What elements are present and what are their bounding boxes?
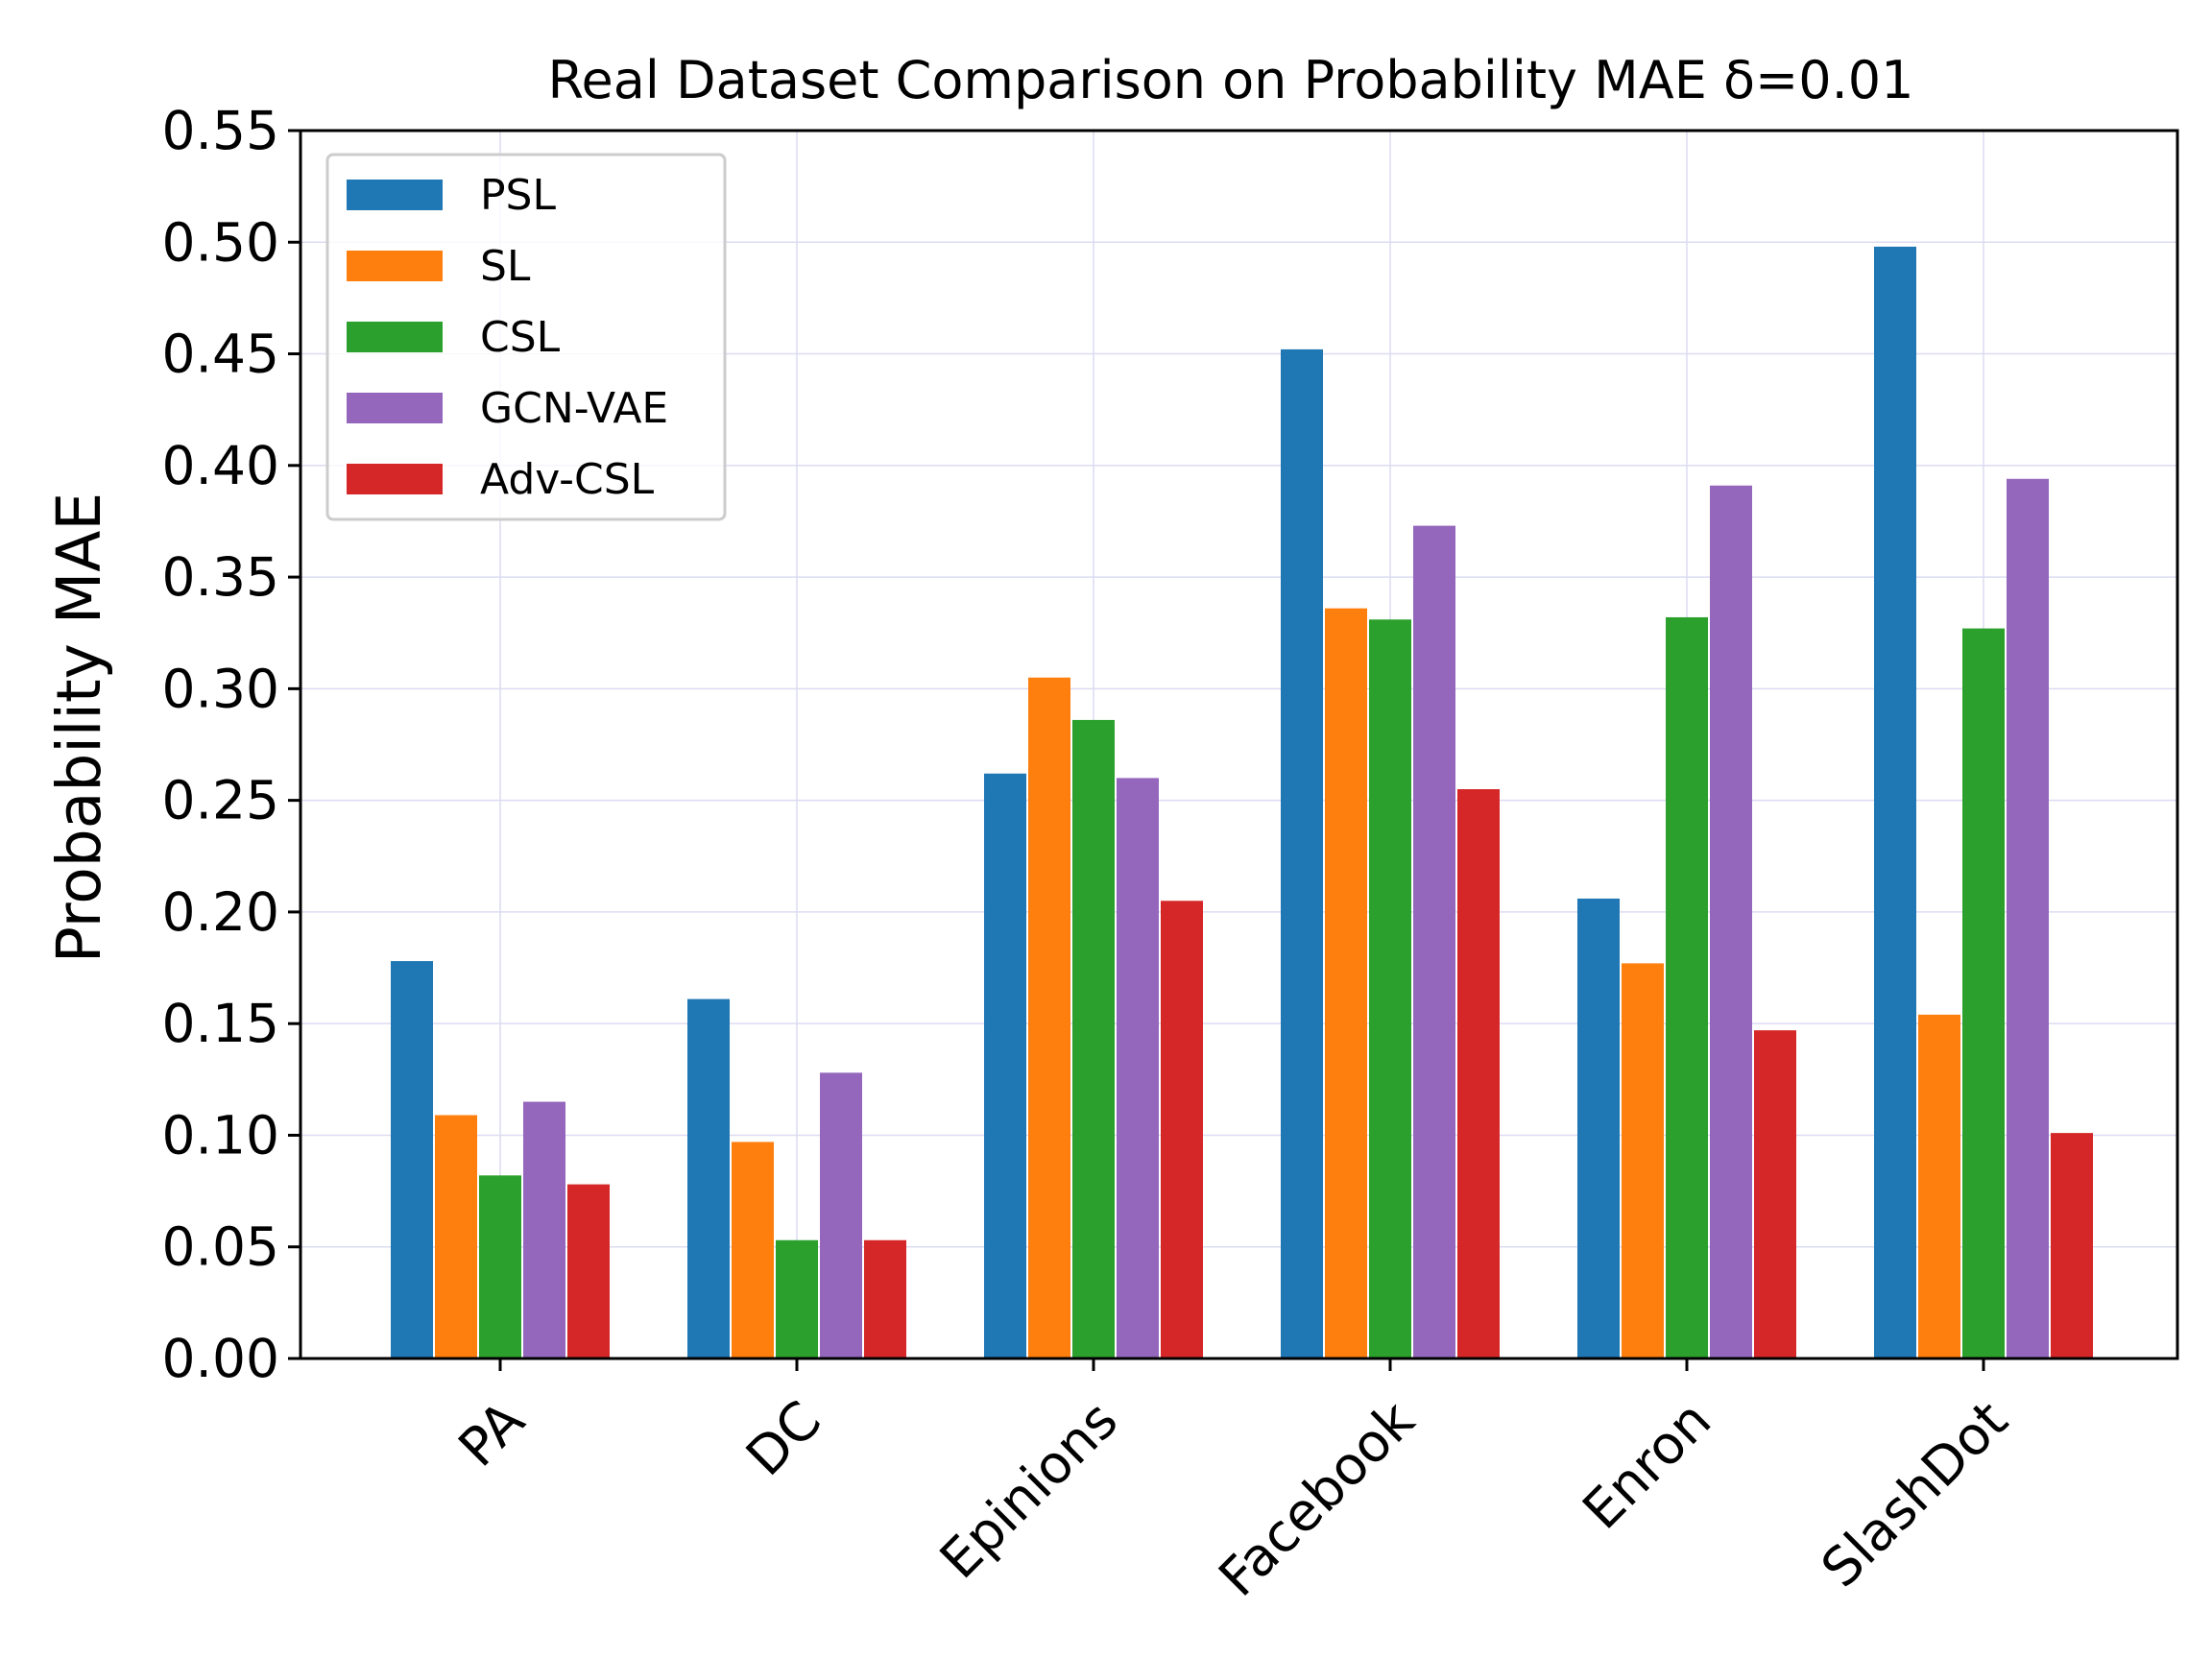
bar-gcn-vae-epinions (1117, 778, 1159, 1358)
bar-adv-csl-dc (864, 1239, 906, 1358)
bar-psl-pa (391, 961, 433, 1358)
bar-adv-csl-enron (1754, 1030, 1796, 1358)
legend-box (325, 153, 727, 521)
y-tick-label: 0.00 (162, 1328, 279, 1389)
bar-csl-dc (776, 1239, 818, 1358)
bar-sl-dc (732, 1142, 774, 1358)
bar-gcn-vae-facebook (1413, 525, 1455, 1358)
legend-label-adv-csl: Adv-CSL (480, 455, 655, 504)
legend-swatch-gcn-vae (347, 393, 443, 423)
bar-psl-dc (687, 998, 730, 1358)
bar-psl-facebook (1281, 349, 1323, 1358)
bar-csl-epinions (1072, 719, 1115, 1358)
y-tick-label: 0.05 (162, 1216, 279, 1278)
legend-label-psl: PSL (480, 171, 556, 220)
y-axis: 0.00 0.05 0.10 0.15 0.20 0.25 0.30 0.35 0.40 0.45… (162, 100, 301, 1389)
bar-gcn-vae-slashdot (2007, 478, 2049, 1359)
bar-adv-csl-pa (567, 1184, 610, 1358)
bar-gcn-vae-enron (1710, 485, 1752, 1358)
legend-swatch-adv-csl (347, 464, 443, 494)
legend: PSL SL CSL GCN-VAE Adv-CSL (325, 153, 727, 521)
legend-label-csl: CSL (480, 313, 561, 362)
y-axis-label: Probability MAE (44, 493, 114, 963)
y-tick-label: 0.15 (162, 993, 279, 1054)
legend-label-gcn-vae: GCN-VAE (480, 384, 668, 433)
bar-psl-enron (1577, 898, 1620, 1358)
legend-label-sl: SL (480, 242, 531, 291)
bar-sl-enron (1622, 963, 1664, 1358)
bars (391, 246, 2093, 1359)
bar-sl-epinions (1028, 677, 1070, 1358)
y-tick-label: 0.50 (162, 211, 279, 273)
y-tick-label: 0.25 (162, 770, 279, 831)
y-tick-label: 0.30 (162, 658, 279, 719)
bar-sl-slashdot (1918, 1014, 1960, 1358)
y-tick-label: 0.55 (162, 100, 279, 161)
bar-gcn-vae-dc (820, 1072, 862, 1358)
y-tick-label: 0.40 (162, 435, 279, 496)
bar-sl-facebook (1325, 608, 1367, 1358)
bar-psl-slashdot (1874, 246, 1916, 1359)
chart-title: Real Dataset Comparison on Probability M… (547, 50, 1913, 110)
bar-csl-pa (479, 1175, 521, 1358)
y-tick-label: 0.10 (162, 1104, 279, 1166)
y-tick-label: 0.20 (162, 881, 279, 943)
bar-adv-csl-epinions (1161, 901, 1203, 1358)
bar-csl-enron (1666, 616, 1708, 1358)
legend-swatch-sl (347, 251, 443, 281)
plot-frame (299, 129, 2179, 1360)
legend-swatch-csl (347, 322, 443, 352)
bar-csl-facebook (1369, 619, 1411, 1358)
y-tick-label: 0.45 (162, 324, 279, 385)
bar-csl-slashdot (1962, 628, 2005, 1358)
legend-swatch-psl (347, 180, 443, 210)
bar-sl-pa (435, 1115, 477, 1358)
bar-gcn-vae-pa (523, 1101, 565, 1358)
bar-adv-csl-facebook (1457, 789, 1500, 1358)
y-tick-label: 0.35 (162, 546, 279, 608)
bar-adv-csl-slashdot (2051, 1133, 2093, 1358)
bar-psl-epinions (984, 773, 1026, 1358)
